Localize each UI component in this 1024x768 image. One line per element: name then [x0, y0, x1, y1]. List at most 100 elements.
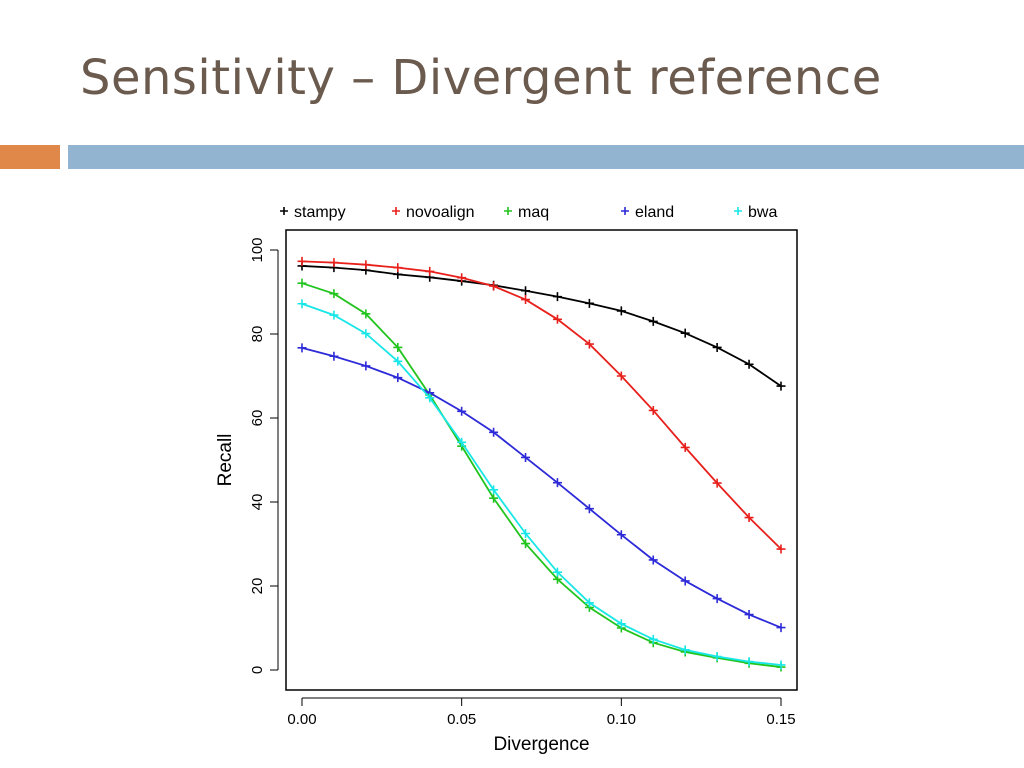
- data-point-novoalign: [393, 263, 403, 273]
- data-point-novoalign: [680, 442, 690, 452]
- legend-marker-novoalign: [392, 207, 400, 215]
- data-point-bwa: [552, 567, 562, 577]
- legend-marker-bwa: [734, 207, 742, 215]
- legend-marker-eland: [621, 207, 629, 215]
- legend-item-novoalign: novoalign: [392, 204, 475, 221]
- data-point-eland: [584, 504, 594, 514]
- legend-item-eland: eland: [621, 204, 674, 221]
- accent-bar-right: [68, 145, 1024, 169]
- data-point-bwa: [680, 645, 690, 655]
- data-point-novoalign: [521, 295, 531, 305]
- legend-label-bwa: bwa: [748, 204, 777, 221]
- data-point-eland: [648, 555, 658, 565]
- legend-label-stampy: stampy: [294, 204, 346, 221]
- legend-label-eland: eland: [635, 204, 674, 221]
- x-axis-label: Divergence: [493, 734, 589, 755]
- data-point-stampy: [744, 359, 754, 369]
- data-point-eland: [297, 343, 307, 353]
- data-point-novoalign: [329, 258, 339, 268]
- data-point-novoalign: [744, 513, 754, 523]
- data-point-eland: [616, 530, 626, 540]
- data-point-bwa: [648, 634, 658, 644]
- data-point-bwa: [584, 598, 594, 608]
- data-point-bwa: [457, 437, 467, 447]
- data-point-stampy: [521, 286, 531, 296]
- legend-label-maq: maq: [518, 204, 549, 221]
- data-point-eland: [744, 610, 754, 620]
- y-tick-label: 60: [249, 410, 266, 427]
- data-point-novoalign: [552, 314, 562, 324]
- data-point-novoalign: [297, 256, 307, 266]
- data-point-maq: [393, 342, 403, 352]
- data-point-novoalign: [712, 478, 722, 488]
- data-point-novoalign: [425, 266, 435, 276]
- y-tick-label: 20: [249, 578, 266, 595]
- y-tick-label: 80: [249, 326, 266, 343]
- x-tick-label: 0.05: [447, 711, 476, 728]
- data-point-bwa: [616, 619, 626, 629]
- data-point-eland: [457, 406, 467, 416]
- data-point-bwa: [297, 299, 307, 309]
- data-point-novoalign: [584, 339, 594, 349]
- data-point-maq: [329, 289, 339, 299]
- data-point-novoalign: [457, 273, 467, 283]
- axes: 0.00 0.05 0.10 0.15 0 20 40 60 80 100: [249, 237, 796, 728]
- data-point-eland: [712, 594, 722, 604]
- series-novoalign: [297, 256, 786, 554]
- data-point-eland: [521, 452, 531, 462]
- y-axis-label: Recall: [215, 434, 236, 487]
- data-point-stampy: [584, 298, 594, 308]
- data-point-bwa: [393, 356, 403, 366]
- line-chart: stampy novoalign maq eland bwa 0.00 0.05 0.10 0…: [215, 204, 798, 755]
- accent-bar-left: [0, 145, 60, 169]
- chart: stampy novoalign maq eland bwa 0.00 0.05 0.10 0…: [200, 190, 820, 760]
- series-line-novoalign: [301, 260, 782, 550]
- plot-frame: [285, 229, 798, 691]
- legend: stampy novoalign maq eland bwa: [280, 204, 777, 221]
- data-point-bwa: [712, 652, 722, 662]
- series-bwa: [297, 299, 786, 670]
- series-line-maq: [301, 282, 782, 668]
- data-point-bwa: [521, 529, 531, 538]
- data-point-eland: [361, 361, 371, 371]
- data-point-maq: [489, 493, 499, 503]
- data-point-stampy: [552, 292, 562, 302]
- y-tick-label: 40: [249, 494, 266, 511]
- data-point-bwa: [776, 660, 786, 670]
- data-point-novoalign: [616, 371, 626, 381]
- data-point-bwa: [744, 657, 754, 667]
- x-tick-label: 0.15: [766, 711, 795, 728]
- data-point-eland: [776, 623, 786, 633]
- legend-marker-maq: [504, 207, 512, 215]
- data-point-stampy: [648, 316, 658, 326]
- data-point-bwa: [329, 310, 339, 320]
- data-point-eland: [393, 373, 403, 383]
- series-stampy: [297, 261, 786, 391]
- data-point-novoalign: [489, 281, 499, 291]
- series-eland: [297, 343, 786, 633]
- data-point-novoalign: [776, 544, 786, 554]
- data-point-stampy: [776, 381, 786, 391]
- series-line-eland: [301, 346, 782, 629]
- y-tick-label: 0: [249, 666, 266, 674]
- x-tick-label: 0.10: [607, 711, 636, 728]
- legend-item-bwa: bwa: [734, 204, 777, 221]
- legend-marker-stampy: [280, 207, 288, 215]
- data-point-eland: [680, 576, 690, 586]
- data-point-stampy: [680, 328, 690, 338]
- data-point-eland: [489, 427, 499, 437]
- legend-item-maq: maq: [504, 204, 549, 221]
- series-line-bwa: [301, 302, 782, 666]
- data-point-bwa: [489, 485, 499, 495]
- series-line-stampy: [301, 265, 782, 387]
- x-tick-label: 0.00: [287, 711, 316, 728]
- data-point-maq: [361, 309, 371, 319]
- data-point-stampy: [616, 306, 626, 316]
- series-group: [297, 256, 786, 672]
- data-point-eland: [552, 478, 562, 488]
- data-point-bwa: [361, 329, 371, 339]
- legend-label-novoalign: novoalign: [406, 204, 475, 221]
- y-tick-label: 100: [249, 237, 266, 262]
- data-point-bwa: [425, 393, 435, 403]
- data-point-stampy: [712, 342, 722, 352]
